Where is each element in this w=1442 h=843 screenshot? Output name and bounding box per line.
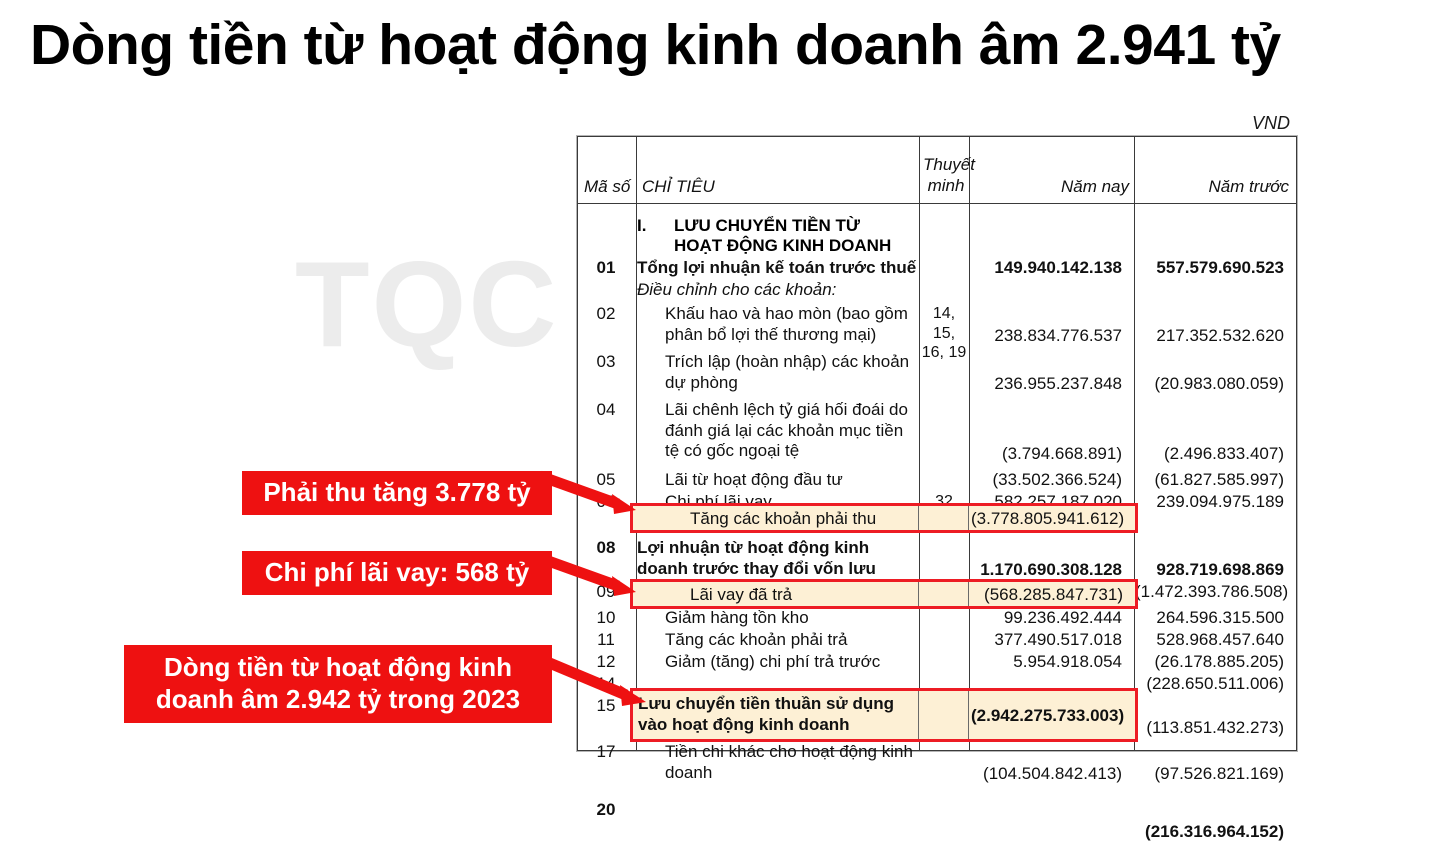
row-current-value: 5.954.918.054 [1013,652,1122,671]
header-note-line2: minh [927,176,965,196]
row-current-value: (3.794.668.891) [1001,444,1122,463]
adjustments-subheading: Điều chỉnh cho các khoản: [637,280,837,299]
row-label: Tăng các khoản phải trả [665,630,848,649]
row-previous-value: (1.472.393.786.508) [1135,582,1289,601]
table-body: I. LƯU CHUYỂN TIỀN TỪ HOẠT ĐỘNG KINH DOA… [578,204,1296,841]
section-roman: I. [637,216,647,235]
header-note-line1: Thuyết [923,155,975,174]
column-divider-item [919,137,920,750]
highlight-current-row-09: (3.778.805.941.612) [971,509,1125,528]
row-current-value: (104.504.842.413) [983,764,1122,783]
arrow-to-row-09 [538,470,636,514]
section-title-line2: HOẠT ĐỘNG KINH DOANH [674,236,892,255]
row-label: Tiền chi khác cho hoạt động kinh doanh [665,742,913,782]
row-current-value: 99.236.492.444 [1003,608,1122,627]
row-code: 04 [596,400,616,419]
header-item: CHỈ TIÊU [642,177,715,196]
row-code: 05 [596,470,616,489]
row-previous-value: 528.968.457.640 [1156,630,1284,649]
tqc-watermark: TQC [295,236,559,372]
currency-unit-text: VND [1252,113,1291,133]
header-bottom-border [578,203,1296,204]
row-code: 10 [596,608,616,627]
column-divider-code [636,137,637,750]
column-divider-years [1134,137,1135,750]
row-current-value: 236.955.237.848 [994,374,1122,393]
row-code: 17 [596,742,616,761]
row-code: 03 [596,352,616,371]
row-previous-value: (26.178.885.205) [1154,652,1285,671]
row-code: 15 [596,696,616,715]
cash-flow-statement-table: Mã số CHỈ TIÊU Thuyết minh Năm nay Năm t… [577,136,1297,841]
row-note-line2: 16, 19 [921,344,967,362]
header-previous-year: Năm trước [1208,177,1289,196]
currency-unit-label: VND [1252,113,1290,134]
row-current-value: 1.170.690.308.128 [980,560,1122,579]
row-label: Khấu hao và hao mòn (bao gồm phân bổ lợi… [665,304,908,344]
row-code: 08 [596,538,616,557]
row-previous-value: 264.596.315.500 [1156,608,1284,627]
highlight-current-row-20: (2.942.275.733.003) [971,706,1125,725]
highlight-label-row-14: Lãi vay đã trả [690,585,793,604]
highlight-current-row-14: (568.285.847.731) [984,585,1123,604]
header-current-year: Năm nay [1060,177,1129,196]
row-note: 14, 15, 16, 19 [920,304,968,363]
row-previous-value: (228.650.511.006) [1146,674,1284,693]
header-note: Thuyết minh [923,154,975,197]
row-previous-value: (20.983.080.059) [1154,374,1285,393]
callout-receivables: Phải thu tăng 3.778 tỷ [242,471,552,515]
row-code: 02 [596,304,616,323]
arrow-to-row-20 [537,653,646,706]
section-title-line1: LƯU CHUYỂN TIỀN TỪ [674,216,860,235]
row-current-value: 238.834.776.537 [994,326,1122,345]
row-previous-value: (2.496.833.407) [1163,444,1284,463]
row-previous-value: (61.827.585.997) [1154,470,1285,489]
row-previous-value: 557.579.690.523 [1156,258,1284,277]
row-label: Giảm hàng tồn kho [665,608,809,627]
row-label: Lợi nhuận từ hoạt động kinh doanh trước … [637,538,876,599]
row-code: 12 [596,652,616,671]
row-previous-value: (216.316.964.152) [1145,822,1284,841]
row-previous-value: 928.719.698.869 [1156,560,1284,579]
page-title: Dòng tiền từ hoạt động kinh doanh âm 2.9… [30,13,1281,77]
row-label: Tổng lợi nhuận kế toán trước thuế [637,258,917,277]
callout-operating-cashflow: Dòng tiền từ hoạt động kinh doanh âm 2.9… [124,645,552,723]
arrow-to-row-14 [538,552,636,596]
row-label: Lãi từ hoạt động đầu tư [665,470,843,489]
row-previous-value: 239.094.975.189 [1156,492,1284,511]
slide-canvas: Dòng tiền từ hoạt động kinh doanh âm 2.9… [30,13,1297,841]
row-label: Trích lập (hoàn nhập) các khoản dự phòng [665,352,910,392]
row-code: 01 [596,258,616,277]
highlight-label-row-20: Lưu chuyển tiền thuần sử dụng vào hoạt đ… [638,694,895,734]
row-code: 20 [596,800,616,819]
row-previous-value: (97.526.821.169) [1154,764,1285,783]
row-current-value: 377.490.517.018 [994,630,1122,649]
row-note: 22 [935,719,953,736]
highlight-label-row-09: Tăng các khoản phải thu [690,509,877,528]
row-label: Lãi chênh lệch tỷ giá hối đoái do đánh g… [665,400,908,461]
column-divider-note [969,137,970,750]
row-code: 11 [597,630,615,649]
row-note: 32 [935,493,953,510]
row-note-line1: 14, 15, [932,305,956,342]
row-previous-value: (113.851.432.273) [1146,718,1284,737]
row-current-value: (33.502.366.524) [992,470,1123,489]
row-previous-value: 217.352.532.620 [1156,326,1284,345]
row-current-value: 149.940.142.138 [994,258,1122,277]
header-code: Mã số [584,177,631,196]
row-label: Giảm (tăng) chi phí trả trước [665,652,881,671]
callout-interest-expense: Chi phí lãi vay: 568 tỷ [242,551,552,595]
